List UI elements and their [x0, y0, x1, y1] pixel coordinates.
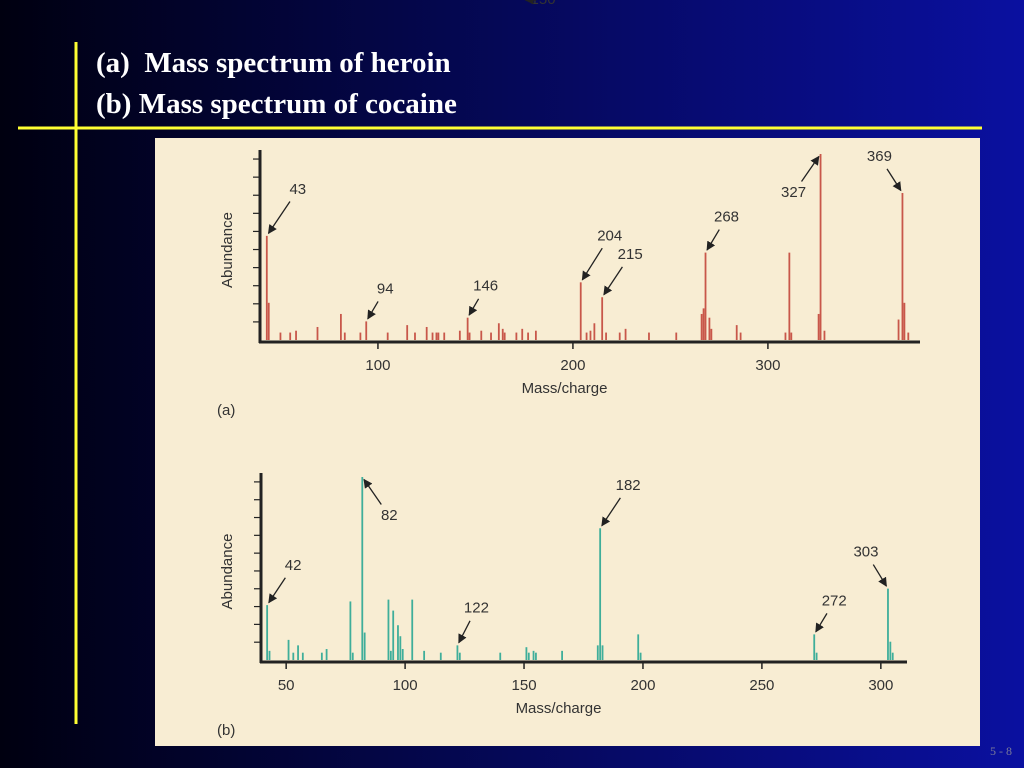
- annotation-arrow: [872, 564, 887, 587]
- annotation-arrow: [603, 266, 623, 296]
- x-tick-label: 200: [630, 677, 655, 694]
- peak-annotation: 369: [867, 148, 892, 165]
- peak-annotation: 303: [853, 544, 878, 561]
- peak-annotation: 182: [616, 477, 641, 494]
- x-tick-label: 250: [749, 677, 774, 694]
- annotation-arrow: [581, 247, 603, 281]
- peak-annotation: 42: [285, 557, 302, 574]
- page-number: 5 - 8: [990, 744, 1012, 758]
- peak-annotation: 327: [781, 184, 806, 201]
- y-axis-label: Abundance: [219, 534, 236, 610]
- annotation-arrow: [601, 497, 621, 527]
- annotation-arrow: [815, 613, 828, 633]
- peak-annotation: 272: [822, 592, 847, 609]
- annotation-arrow: [706, 229, 720, 251]
- annotation-arrow: [468, 298, 480, 316]
- slide-title: (b) Mass spectrum of cocaine: [96, 88, 457, 120]
- peak-annotation: 82: [381, 507, 398, 524]
- annotation-arrow: [367, 301, 379, 320]
- x-tick-label: 50: [278, 677, 295, 694]
- x-tick-label: 300: [755, 357, 780, 374]
- peak-annotation: 94: [377, 280, 394, 297]
- peak-annotation: 150: [531, 0, 556, 8]
- annotation-arrow: [886, 168, 902, 192]
- panel-label: (a): [217, 402, 235, 419]
- figure-panel: [155, 138, 980, 746]
- x-tick-label: 300: [868, 677, 893, 694]
- x-tick-label: 100: [393, 677, 418, 694]
- annotation-arrow: [800, 155, 820, 182]
- peak-annotation: 204: [597, 227, 622, 244]
- panel-label: (b): [217, 722, 235, 739]
- peak-annotation: 215: [618, 246, 643, 263]
- x-tick-label: 200: [560, 357, 585, 374]
- annotation-arrow: [458, 620, 471, 644]
- x-tick-label: 150: [512, 677, 537, 694]
- peak-annotation: 122: [464, 599, 489, 616]
- x-tick-label: 100: [365, 357, 390, 374]
- annotation-arrow: [267, 201, 291, 235]
- x-axis-label: Mass/charge: [516, 700, 602, 717]
- peak-annotation: 43: [289, 181, 306, 198]
- annotation-arrow: [268, 577, 286, 604]
- slide-title: (a) Mass spectrum of heroin: [96, 47, 451, 79]
- peak-annotation: 146: [473, 278, 498, 295]
- y-axis-label: Abundance: [219, 212, 236, 288]
- x-axis-label: Mass/charge: [522, 380, 608, 397]
- peak-annotation: 268: [714, 209, 739, 226]
- annotation-arrow: [363, 478, 382, 505]
